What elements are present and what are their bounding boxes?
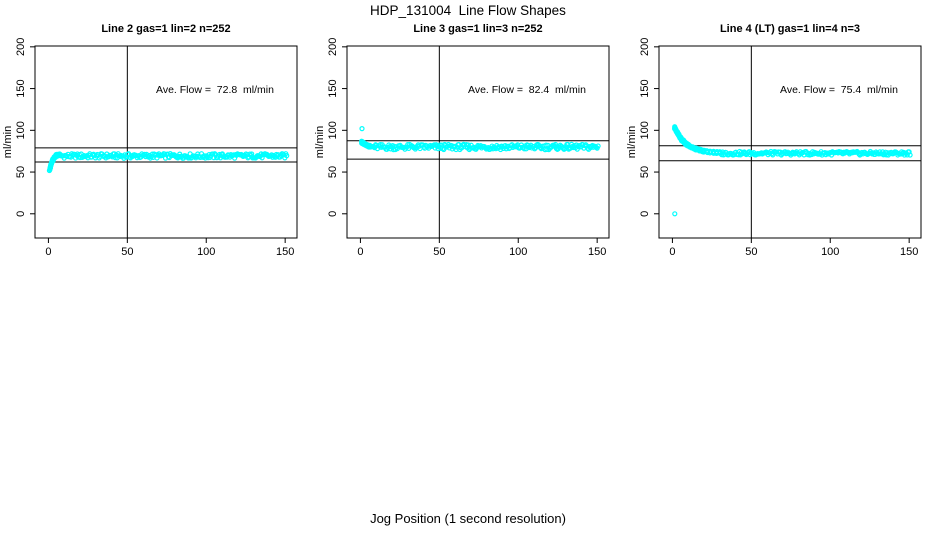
svg-text:50: 50 [639, 166, 651, 178]
svg-text:ml/min: ml/min [2, 126, 14, 158]
svg-text:0: 0 [15, 211, 27, 217]
svg-text:ml/min: ml/min [314, 126, 326, 158]
panel-line-4-ave-flow-annotation: Ave. Flow = 75.4 ml/min [780, 84, 898, 96]
svg-text:150: 150 [327, 79, 339, 97]
svg-text:200: 200 [327, 38, 339, 56]
svg-text:50: 50 [121, 246, 133, 258]
svg-text:0: 0 [45, 246, 51, 258]
svg-text:100: 100 [197, 246, 215, 258]
svg-text:50: 50 [745, 246, 757, 258]
panel-line-3-title: Line 3 gas=1 lin=3 n=252 [413, 23, 543, 35]
panel-line-2-title: Line 2 gas=1 lin=2 n=252 [101, 23, 231, 35]
svg-text:150: 150 [900, 246, 918, 258]
svg-text:150: 150 [15, 79, 27, 97]
svg-text:50: 50 [327, 166, 339, 178]
panel-line-4-plot: 0 50 100 150 0 50 100 150 200 ml/min [626, 38, 922, 258]
panel-line-2: 0 50 100 150 0 50 100 150 200 ml/min Line 2 gas=1… [0, 18, 312, 270]
svg-text:200: 200 [15, 38, 27, 56]
svg-text:150: 150 [588, 246, 606, 258]
svg-text:100: 100 [639, 121, 651, 139]
svg-text:0: 0 [669, 246, 675, 258]
x-axis-label: Jog Position (1 second resolution) [370, 511, 566, 526]
svg-text:100: 100 [821, 246, 839, 258]
panel-line-3-ave-flow-annotation: Ave. Flow = 82.4 ml/min [468, 84, 586, 96]
panel-line-2-ave-flow-annotation: Ave. Flow = 72.8 ml/min [156, 84, 274, 96]
svg-text:100: 100 [509, 246, 527, 258]
svg-text:50: 50 [15, 166, 27, 178]
panel-line-4-title: Line 4 (LT) gas=1 lin=4 n=3 [719, 23, 861, 35]
panel-line-3-plot: 0 50 100 150 0 50 100 150 200 ml/min [314, 38, 610, 258]
svg-text:0: 0 [357, 246, 363, 258]
svg-text:0: 0 [639, 211, 651, 217]
panel-line-4: 0 50 100 150 0 50 100 150 200 ml/min Line 4 (LT) … [624, 18, 936, 270]
svg-text:50: 50 [433, 246, 445, 258]
svg-text:200: 200 [639, 38, 651, 56]
panel-line-3: 0 50 100 150 0 50 100 150 200 ml/min Line 3 gas=1… [312, 18, 624, 270]
svg-text:150: 150 [639, 79, 651, 97]
svg-text:0: 0 [327, 211, 339, 217]
panel-line-2-plot: 0 50 100 150 0 50 100 150 200 ml/min [2, 38, 298, 258]
svg-text:150: 150 [276, 246, 294, 258]
svg-text:ml/min: ml/min [626, 126, 638, 158]
figure-title: HDP_131004 Line Flow Shapes [370, 3, 566, 18]
svg-text:100: 100 [15, 121, 27, 139]
svg-text:100: 100 [327, 121, 339, 139]
